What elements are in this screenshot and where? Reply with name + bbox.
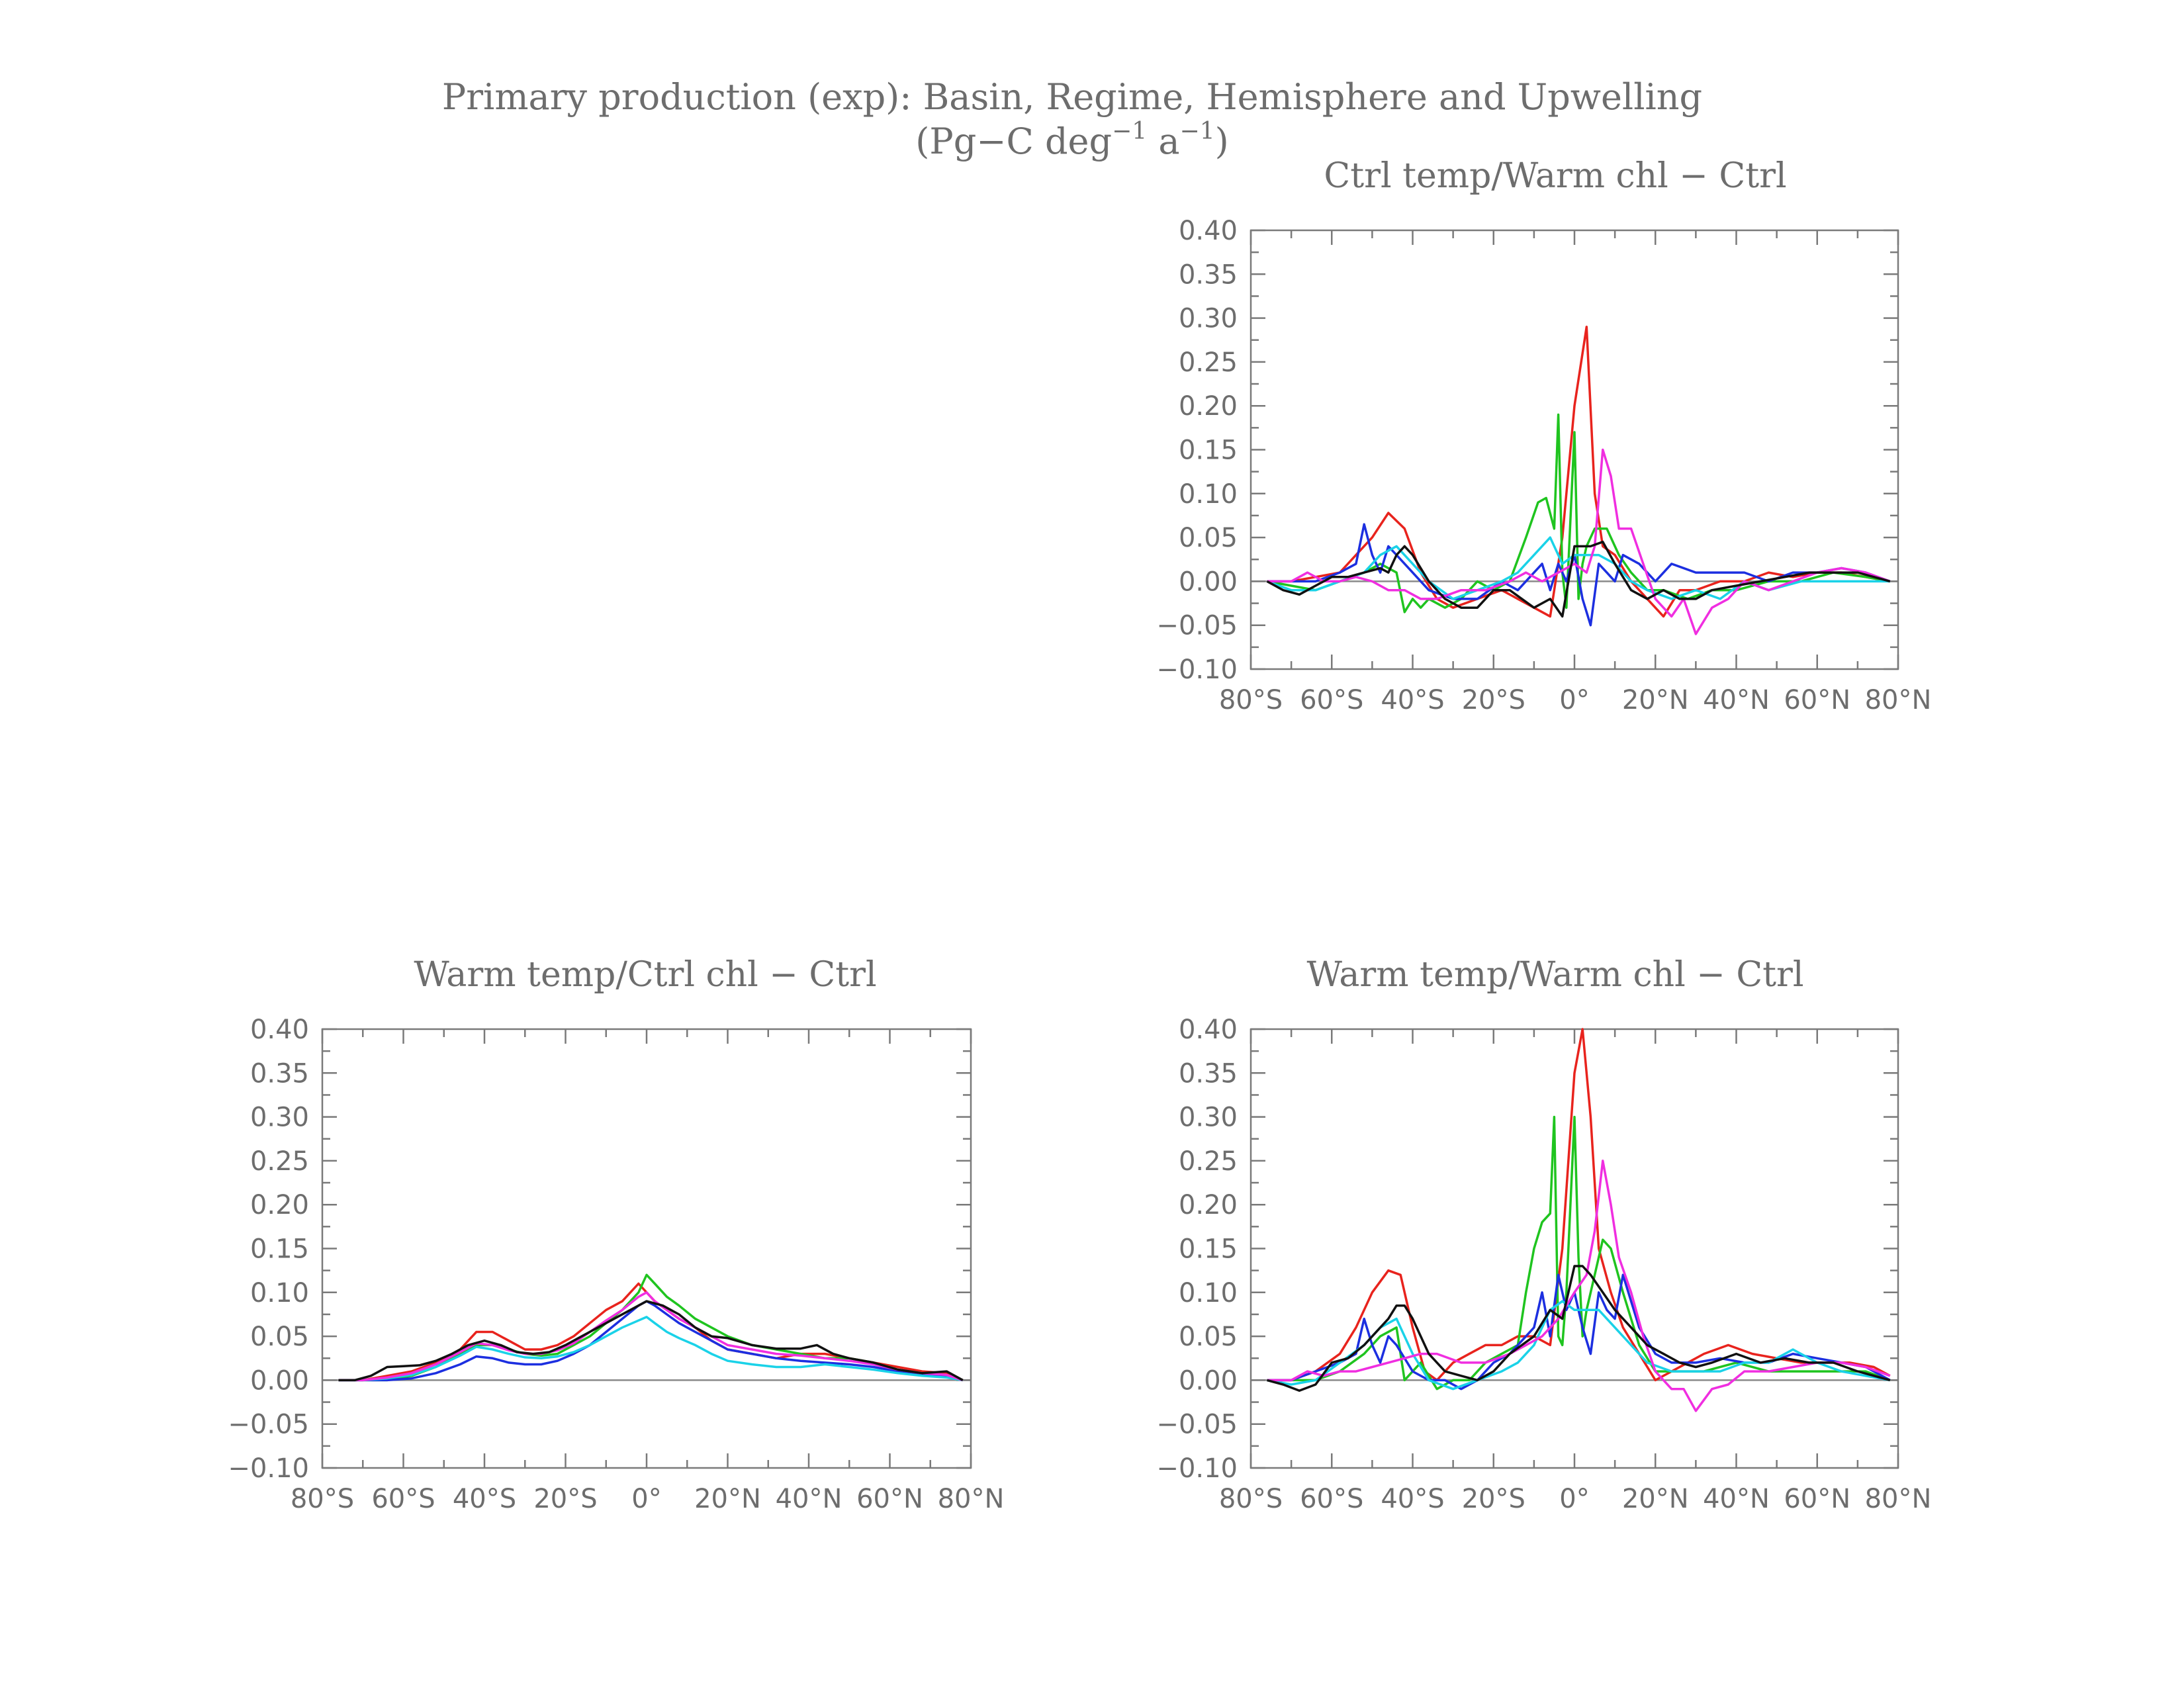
x-tick-label: 40°N [776, 1484, 842, 1514]
y-tick-label: 0.15 [1179, 435, 1238, 466]
chart-title: Ctrl temp/Warm chl − Ctrl [1324, 156, 1786, 196]
series-line [1266, 540, 1891, 618]
y-tick-label: 0.35 [1179, 1058, 1238, 1089]
x-tick-label: 0° [1559, 685, 1589, 715]
x-tick-label: 80°N [1865, 1484, 1932, 1514]
x-tick-label: 60°N [856, 1484, 923, 1514]
x-tick-label: 60°S [371, 1484, 435, 1514]
y-tick-label: −0.05 [228, 1410, 309, 1440]
y-tick-label: 0.05 [250, 1322, 309, 1352]
x-tick-label: 80°S [291, 1484, 354, 1514]
x-tick-label: 40°S [1381, 1484, 1444, 1514]
plot-frame [321, 1028, 972, 1469]
x-tick-label: 20°S [1462, 1484, 1525, 1514]
chart-ctrl-temp-warm-chl: Ctrl temp/Warm chl − Ctrl 80°S 60°S 40°S 20°… [1156, 156, 1931, 715]
x-tick-label: 80°N [1865, 685, 1932, 715]
y-tick-label: 0.30 [1179, 1103, 1238, 1133]
series-line [338, 1316, 964, 1382]
series-line [1267, 326, 1891, 618]
y-tick-label: 0.10 [1179, 479, 1238, 510]
y-tick-label: 0.15 [250, 1234, 309, 1265]
y-tick-label: 0.05 [1179, 1322, 1238, 1352]
x-tick-label: 40°S [453, 1484, 516, 1514]
chart-warm-temp-warm-chl: Warm temp/Warm chl − Ctrl 80°S 60°S 40°S 20°… [1156, 955, 1931, 1514]
y-tick-label: 0.40 [250, 1015, 309, 1045]
x-tick-label: 60°S [1300, 685, 1363, 715]
x-tick-label: 20°N [1622, 1484, 1689, 1514]
y-tick-label: 0.05 [1179, 523, 1238, 553]
x-tick-label: 80°S [1219, 685, 1283, 715]
x-tick-label: 20°N [1622, 685, 1689, 715]
y-tick-label: 0.30 [250, 1103, 309, 1133]
y-tick-label: 0.25 [1179, 1146, 1238, 1177]
x-tick-label: 20°S [533, 1484, 597, 1514]
units-mid: a [1147, 120, 1179, 162]
chart-title: Warm temp/Warm chl − Ctrl [1306, 955, 1803, 995]
units-exp-a: −1 [1180, 118, 1215, 145]
figure-units: (Pg−C deg−1 a−1) [915, 118, 1228, 162]
x-tick-label: 0° [1559, 1484, 1589, 1514]
x-tick-label: 40°S [1381, 685, 1444, 715]
y-tick-label: 0.10 [1179, 1278, 1238, 1308]
units-end: ) [1215, 120, 1229, 162]
series-line [338, 1291, 964, 1382]
y-tick-label: −0.05 [1156, 1410, 1238, 1440]
x-tick-label: 40°N [1703, 685, 1770, 715]
y-tick-label: 0.00 [1179, 567, 1238, 597]
x-tick-label: 80°N [938, 1484, 1005, 1514]
series-line [1267, 1028, 1891, 1382]
series-line [1267, 523, 1891, 627]
y-tick-label: −0.05 [1156, 611, 1238, 641]
y-tick-label: 0.00 [1179, 1365, 1238, 1396]
series-line [1267, 1265, 1891, 1392]
y-tick-label: −0.10 [228, 1453, 309, 1484]
y-tick-label: 0.25 [250, 1146, 309, 1177]
chart-warm-temp-ctrl-chl: Warm temp/Ctrl chl − Ctrl 80°S 60°S 40°S 20°… [228, 955, 1004, 1514]
x-tick-label: 60°N [1784, 685, 1850, 715]
y-tick-label: 0.20 [1179, 1190, 1238, 1220]
y-tick-label: 0.10 [250, 1278, 309, 1308]
chart-title: Warm temp/Ctrl chl − Ctrl [414, 955, 876, 995]
y-tick-label: 0.20 [250, 1190, 309, 1220]
x-tick-label: 60°S [1300, 1484, 1363, 1514]
x-tick-label: 40°N [1703, 1484, 1770, 1514]
y-tick-label: 0.15 [1179, 1234, 1238, 1265]
y-tick-label: 0.25 [1179, 347, 1238, 378]
series-line [338, 1273, 964, 1382]
y-tick-label: 0.40 [1179, 216, 1238, 246]
figure-title: Primary production (exp): Basin, Regime,… [442, 76, 1702, 118]
x-tick-label: 60°N [1784, 1484, 1850, 1514]
y-tick-label: 0.35 [250, 1058, 309, 1089]
plot-frame [1250, 1028, 1899, 1469]
units-main: (Pg−C deg [915, 120, 1112, 162]
y-tick-label: 0.40 [1179, 1015, 1238, 1045]
series-line [338, 1300, 964, 1382]
x-tick-label: 80°S [1219, 1484, 1283, 1514]
y-tick-label: −0.10 [1156, 1453, 1238, 1484]
y-tick-label: 0.20 [1179, 391, 1238, 422]
y-tick-label: 0.00 [250, 1365, 309, 1396]
series-line [1267, 413, 1891, 614]
series-line [1267, 1160, 1891, 1412]
x-tick-label: 0° [631, 1484, 661, 1514]
y-tick-label: 0.30 [1179, 304, 1238, 334]
y-tick-label: −0.10 [1156, 655, 1238, 685]
units-exp-deg: −1 [1112, 118, 1147, 145]
x-tick-label: 20°S [1462, 685, 1525, 715]
x-tick-label: 20°N [694, 1484, 761, 1514]
y-tick-label: 0.35 [1179, 259, 1238, 290]
